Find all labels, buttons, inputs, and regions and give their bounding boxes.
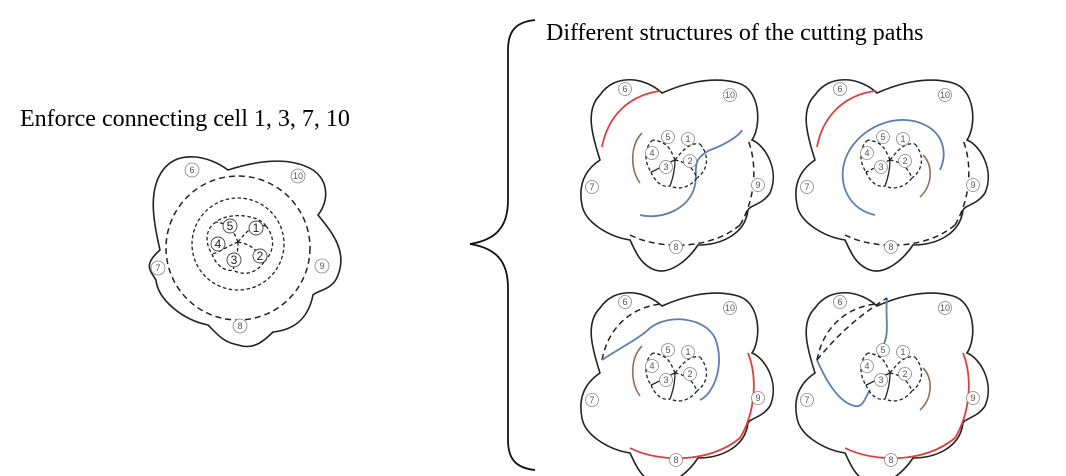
right-title: Different structures of the cutting path…: [546, 20, 923, 46]
svg-text:9: 9: [970, 180, 975, 190]
svg-text:10: 10: [940, 90, 950, 100]
svg-text:8: 8: [673, 242, 678, 252]
svg-text:1: 1: [900, 347, 905, 357]
cell-label-8: 8: [232, 318, 248, 334]
svg-text:1: 1: [685, 134, 690, 144]
svg-text:10: 10: [293, 171, 303, 181]
svg-text:10: 10: [725, 303, 735, 313]
svg-text:7: 7: [804, 395, 809, 405]
svg-text:2: 2: [687, 369, 692, 379]
svg-text:3: 3: [878, 375, 883, 385]
svg-text:1: 1: [685, 347, 690, 357]
svg-text:10: 10: [940, 303, 950, 313]
svg-text:2: 2: [257, 249, 264, 263]
svg-text:4: 4: [215, 237, 222, 251]
svg-text:1: 1: [900, 134, 905, 144]
left-title: Enforce connecting cell 1, 3, 7, 10: [20, 106, 350, 132]
svg-text:8: 8: [888, 455, 893, 465]
svg-text:2: 2: [902, 156, 907, 166]
svg-text:6: 6: [622, 297, 627, 307]
svg-text:4: 4: [864, 148, 869, 158]
svg-text:5: 5: [227, 219, 234, 233]
svg-text:6: 6: [189, 165, 194, 175]
cell-label-1: 1: [248, 220, 264, 236]
svg-text:3: 3: [663, 375, 668, 385]
svg-text:3: 3: [231, 253, 238, 267]
svg-text:9: 9: [970, 393, 975, 403]
svg-text:7: 7: [589, 182, 594, 192]
cell-label-6: 6: [184, 162, 200, 178]
svg-text:5: 5: [880, 345, 885, 355]
variant-1: 5 1 4 2 3 6 10 7 9 8: [580, 78, 775, 272]
variant-3: 5 1 4 2 3 6 10 7 9 8: [580, 291, 775, 476]
svg-text:6: 6: [837, 297, 842, 307]
svg-text:3: 3: [663, 162, 668, 172]
cell-label-7: 7: [150, 260, 166, 276]
svg-text:8: 8: [237, 321, 242, 331]
svg-text:10: 10: [725, 90, 735, 100]
svg-text:2: 2: [687, 156, 692, 166]
svg-text:8: 8: [673, 455, 678, 465]
svg-text:4: 4: [649, 148, 654, 158]
variant-2: 5 1 4 2 3 6 10 7 9 8: [795, 78, 990, 272]
cell-label-5: 5: [222, 218, 238, 234]
svg-text:6: 6: [622, 84, 627, 94]
svg-text:1: 1: [253, 221, 260, 235]
cell-label-3: 3: [226, 252, 242, 268]
svg-text:9: 9: [319, 261, 324, 271]
svg-text:8: 8: [888, 242, 893, 252]
svg-text:9: 9: [755, 393, 760, 403]
svg-text:5: 5: [665, 132, 670, 142]
cell-label-4: 4: [210, 236, 226, 252]
source-diagram: 5 1 4 2 3 6 10 7: [148, 156, 342, 348]
svg-text:7: 7: [155, 263, 160, 273]
svg-text:5: 5: [665, 345, 670, 355]
svg-text:7: 7: [589, 395, 594, 405]
svg-text:7: 7: [804, 182, 809, 192]
cell-label-2: 2: [252, 248, 268, 264]
variant-4: 5 1 4 2 3 6 10 7 9 8: [795, 291, 990, 476]
svg-text:6: 6: [837, 84, 842, 94]
svg-text:4: 4: [649, 361, 654, 371]
svg-text:4: 4: [864, 361, 869, 371]
svg-text:5: 5: [880, 132, 885, 142]
cell-label-10: 10: [290, 168, 306, 184]
curly-brace: [469, 19, 536, 471]
svg-text:2: 2: [902, 369, 907, 379]
cell-label-9: 9: [314, 258, 330, 274]
svg-text:3: 3: [878, 162, 883, 172]
svg-text:9: 9: [755, 180, 760, 190]
